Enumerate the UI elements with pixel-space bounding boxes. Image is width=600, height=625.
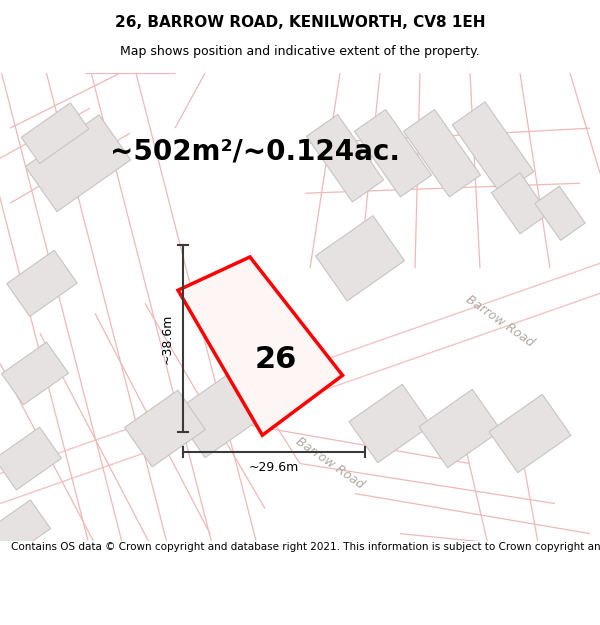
Polygon shape xyxy=(403,109,481,197)
Text: ~38.6m: ~38.6m xyxy=(161,313,173,364)
Polygon shape xyxy=(489,394,571,472)
Polygon shape xyxy=(491,173,548,234)
Polygon shape xyxy=(0,500,50,558)
Text: ~29.6m: ~29.6m xyxy=(249,461,299,474)
Polygon shape xyxy=(349,384,431,462)
Polygon shape xyxy=(316,216,404,301)
Text: Barrow Road: Barrow Road xyxy=(463,293,536,350)
Polygon shape xyxy=(355,109,431,197)
Text: 26, BARROW ROAD, KENILWORTH, CV8 1EH: 26, BARROW ROAD, KENILWORTH, CV8 1EH xyxy=(115,14,485,29)
Polygon shape xyxy=(173,369,266,458)
Text: Map shows position and indicative extent of the property.: Map shows position and indicative extent… xyxy=(120,46,480,58)
Polygon shape xyxy=(178,257,343,435)
Text: Contains OS data © Crown copyright and database right 2021. This information is : Contains OS data © Crown copyright and d… xyxy=(11,542,600,552)
Polygon shape xyxy=(7,250,77,316)
Polygon shape xyxy=(2,342,68,405)
Polygon shape xyxy=(125,390,205,467)
Text: Barrow Road: Barrow Road xyxy=(293,435,367,492)
Polygon shape xyxy=(419,389,501,468)
Polygon shape xyxy=(535,186,585,241)
Polygon shape xyxy=(0,427,61,490)
Text: ~502m²/~0.124ac.: ~502m²/~0.124ac. xyxy=(110,138,400,165)
Polygon shape xyxy=(307,114,383,202)
Text: 26: 26 xyxy=(255,345,297,374)
Polygon shape xyxy=(452,102,534,194)
Polygon shape xyxy=(21,103,89,164)
Polygon shape xyxy=(25,115,131,212)
